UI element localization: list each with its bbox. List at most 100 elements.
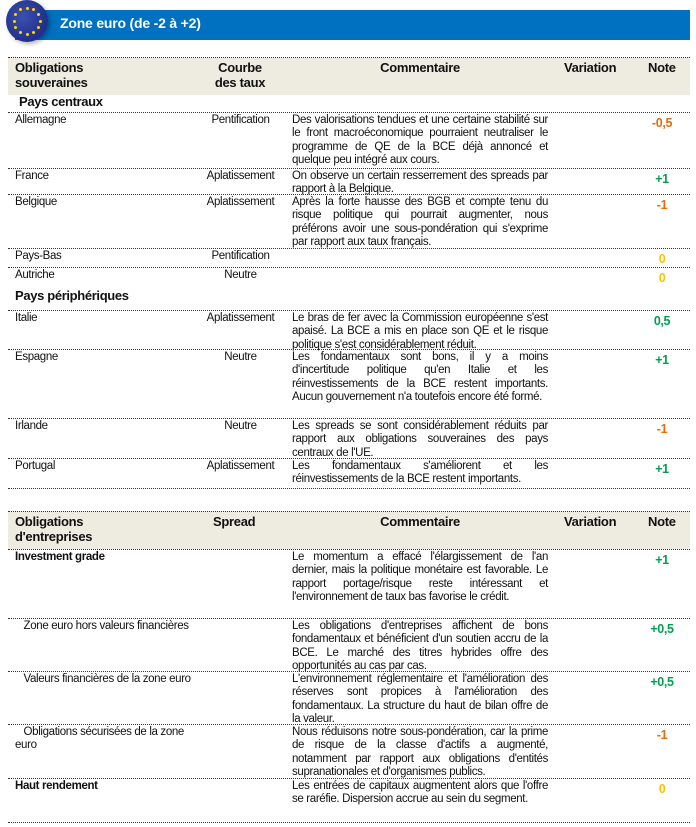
table-row: Autriche Neutre 0 xyxy=(8,267,690,287)
section-banner: Zone euro (de -2 à +2) xyxy=(15,10,690,40)
group-header: Pays périphériques xyxy=(8,287,690,310)
star-icon xyxy=(25,6,29,10)
row-name: Obligations sécurisées de la zone euro xyxy=(15,726,187,752)
header-curve: Courbe des taux xyxy=(214,60,266,90)
row-comment: Des valorisations tendues et une certain… xyxy=(292,114,548,166)
header-note: Note xyxy=(648,60,676,75)
table-header: Obligations d'entreprises Spread Comment… xyxy=(8,511,690,549)
row-note: 0,5 xyxy=(653,314,671,328)
row-name: Haut rendement xyxy=(15,780,98,792)
star-icon xyxy=(32,8,35,12)
row-curve: Pentification xyxy=(211,114,270,126)
row-name: Espagne xyxy=(15,351,58,363)
table-row: Italie Aplatissement Le bras de fer avec l… xyxy=(8,310,690,351)
star-icon xyxy=(32,30,35,34)
row-note: 0 xyxy=(658,271,666,285)
sovereign-bonds-table: Obligations souveraines Courbe des taux … xyxy=(8,57,690,489)
table-row: France Aplatissement On observe un certain… xyxy=(8,168,690,195)
row-curve: Pentification xyxy=(211,250,270,262)
header-comment: Commentaire xyxy=(380,514,460,529)
row-note: +0,5 xyxy=(650,675,674,689)
row-comment: Le momentum a effacé l'élargissement de … xyxy=(292,551,548,603)
table-row: Haut rendement Les entrées de capitaux au… xyxy=(8,778,690,822)
star-icon xyxy=(36,13,40,16)
table-row: Investment grade Le momentum a effacé l'é… xyxy=(8,549,690,618)
row-name: Autriche xyxy=(15,269,55,281)
row-comment: Le bras de fer avec la Commission europé… xyxy=(292,312,548,351)
table-row: Obligations sécurisées de la zone euro No… xyxy=(8,724,690,778)
header-name: Obligations souveraines xyxy=(15,60,88,90)
row-curve: Neutre xyxy=(224,420,257,432)
row-comment: On observe un certain resserrement des s… xyxy=(292,170,548,196)
row-comment: Les spreads se sont considérablement réd… xyxy=(292,420,548,459)
row-comment: Les entrées de capitaux augmentent alors… xyxy=(292,780,548,806)
row-comment: Les obligations d'entreprises affichent … xyxy=(292,620,548,672)
row-note: +1 xyxy=(655,172,669,186)
row-note: -0,5 xyxy=(651,116,673,130)
row-comment: Les fondamentaux s'améliorent et les réi… xyxy=(292,460,548,486)
row-note: +1 xyxy=(655,462,669,476)
row-note: 0 xyxy=(658,782,666,796)
row-comment: Nous réduisons notre sous-pondération, c… xyxy=(292,726,548,778)
row-comment: Après la forte hausse des BGB et compte … xyxy=(292,196,548,248)
row-curve: Neutre xyxy=(224,351,257,363)
table-row: Portugal Aplatissement Les fondamentaux s'… xyxy=(8,458,690,488)
row-name: Zone euro hors valeurs financières xyxy=(15,620,190,632)
row-curve: Aplatissement xyxy=(206,312,275,324)
row-note: 0 xyxy=(658,252,666,266)
section-title: Zone euro (de -2 à +2) xyxy=(60,15,201,31)
table-header: Obligations souveraines Courbe des taux … xyxy=(8,57,690,95)
star-icon xyxy=(14,13,18,16)
star-icon xyxy=(19,30,22,34)
row-note: +1 xyxy=(655,353,669,367)
table-bottom-border xyxy=(8,488,690,489)
corporate-bonds-table: Obligations d'entreprises Spread Comment… xyxy=(8,511,690,823)
header-variation: Variation xyxy=(564,60,617,75)
row-name: Portugal xyxy=(15,460,56,472)
row-curve: Neutre xyxy=(224,269,257,281)
header-note: Note xyxy=(648,514,676,529)
group-label: Pays périphériques xyxy=(15,288,129,303)
table-bottom-border xyxy=(8,822,690,823)
row-curve: Aplatissement xyxy=(206,170,275,182)
header-variation: Variation xyxy=(564,514,617,529)
star-icon xyxy=(25,32,29,36)
table-row: Belgique Aplatissement Après la forte haus… xyxy=(8,194,690,248)
group-header: Pays centraux xyxy=(8,95,690,112)
table-row: Zone euro hors valeurs financières Les ob… xyxy=(8,618,690,672)
row-note: -1 xyxy=(656,728,668,742)
row-comment xyxy=(292,268,548,270)
row-curve: Aplatissement xyxy=(206,460,275,472)
row-name: Pays-Bas xyxy=(15,250,62,262)
row-name: Investment grade xyxy=(15,551,105,563)
star-icon xyxy=(38,19,42,23)
star-icon xyxy=(36,26,40,29)
row-name: Irlande xyxy=(15,420,48,432)
table-row: Pays-Bas Pentification 0 xyxy=(8,248,690,267)
table-row: Allemagne Pentification Des valorisations … xyxy=(8,112,690,168)
header-comment: Commentaire xyxy=(380,60,460,75)
row-name: Valeurs financières de la zone euro xyxy=(15,673,192,685)
row-name: Belgique xyxy=(15,196,57,208)
row-curve: Aplatissement xyxy=(206,196,275,208)
row-comment: L'environnement réglementaire et l'améli… xyxy=(292,673,548,725)
row-name: Allemagne xyxy=(15,114,67,126)
star-icon xyxy=(19,8,22,12)
row-note: -1 xyxy=(656,422,668,436)
group-label: Pays centraux xyxy=(19,94,103,109)
row-note: -1 xyxy=(656,198,668,212)
table-row: Irlande Neutre Les spreads se sont considé… xyxy=(8,418,690,459)
header-name: Obligations d'entreprises xyxy=(15,514,93,544)
star-icon xyxy=(14,26,18,29)
table-row: Valeurs financières de la zone euro L'env… xyxy=(8,671,690,725)
row-note: +1 xyxy=(655,553,669,567)
row-comment: Les fondamentaux sont bons, il y a moins… xyxy=(292,351,548,403)
row-name: France xyxy=(15,170,49,182)
row-comment xyxy=(292,249,548,251)
header-spread: Spread xyxy=(213,514,256,529)
star-icon xyxy=(12,19,16,23)
table-row: Espagne Neutre Les fondamentaux sont bons,… xyxy=(8,349,690,418)
eu-flag-icon xyxy=(6,0,48,42)
row-name: Italie xyxy=(15,312,38,324)
row-note: +0,5 xyxy=(650,622,674,636)
